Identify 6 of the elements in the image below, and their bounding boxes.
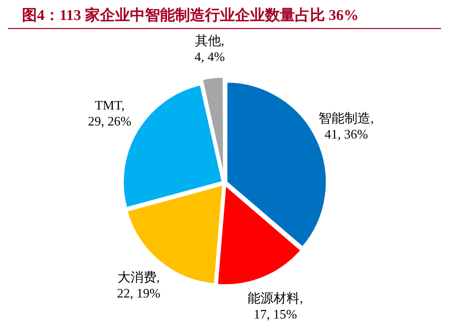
chart-title: 图4：113 家企业中智能制造行业企业数量占比 36% (8, 0, 441, 29)
slice-label: 智能制造, 41, 36% (318, 110, 374, 142)
slice-label: 大消费, 22, 19% (117, 269, 161, 300)
slice-label: TMT, 29, 26% (88, 97, 132, 128)
slice-label: 能源材料, 17, 15% (248, 290, 303, 322)
slice-label: 其他, 4, 4% (194, 33, 225, 64)
